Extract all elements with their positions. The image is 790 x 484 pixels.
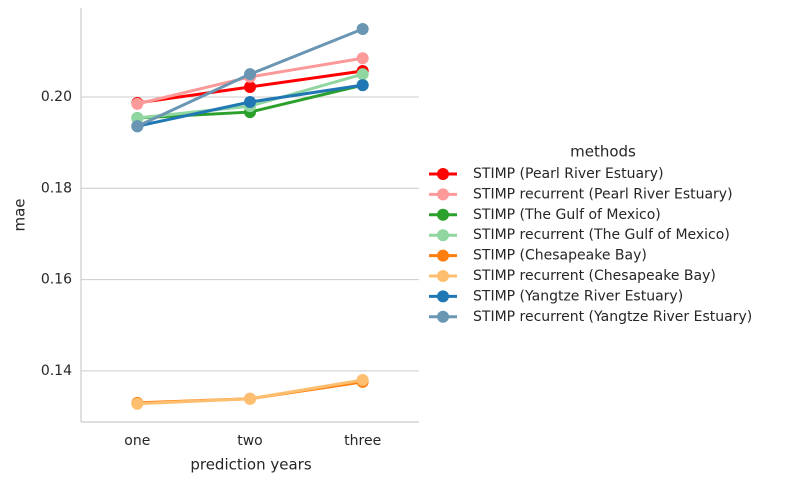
legend-marker	[437, 310, 449, 323]
point	[131, 120, 144, 133]
legend-marker	[437, 290, 449, 303]
x-tick-label: three	[344, 433, 381, 449]
legend-label: STIMP recurrent (Yangtze River Estuary)	[473, 309, 752, 325]
point	[244, 96, 256, 109]
legend-label: STIMP (Pearl River Estuary)	[473, 166, 664, 182]
y-axis-label: mae	[11, 198, 29, 231]
legend-marker	[437, 249, 449, 262]
legend-label: STIMP recurrent (Pearl River Estuary)	[473, 186, 733, 202]
point	[356, 52, 369, 65]
point	[356, 68, 369, 81]
point	[131, 397, 144, 410]
point	[244, 392, 256, 405]
legend-marker	[437, 208, 449, 221]
legend-label: STIMP recurrent (Chesapeake Bay)	[473, 268, 716, 284]
y-tick-label: 0.14	[41, 363, 72, 379]
legend-marker	[437, 188, 449, 201]
y-tick-label: 0.20	[41, 89, 72, 105]
point	[356, 79, 369, 92]
x-tick-label: one	[124, 433, 150, 449]
point	[131, 97, 144, 110]
legend-label: STIMP (Yangtze River Estuary)	[473, 288, 683, 304]
legend-label: STIMP (The Gulf of Mexico)	[473, 207, 661, 223]
legend-label: STIMP recurrent (The Gulf of Mexico)	[473, 227, 730, 243]
y-tick-label: 0.18	[41, 180, 72, 196]
y-tick-label: 0.16	[41, 272, 72, 288]
legend-marker	[437, 229, 449, 242]
legend-label: STIMP (Chesapeake Bay)	[473, 248, 647, 264]
legend-title: methods	[570, 143, 636, 161]
point	[244, 80, 256, 93]
point	[356, 22, 369, 35]
x-tick-label: two	[237, 433, 263, 449]
point	[244, 68, 256, 81]
legend-marker	[437, 168, 449, 180]
legend-marker	[437, 270, 449, 282]
point	[131, 112, 144, 125]
x-axis-label: prediction years	[190, 456, 311, 474]
point	[356, 374, 369, 387]
